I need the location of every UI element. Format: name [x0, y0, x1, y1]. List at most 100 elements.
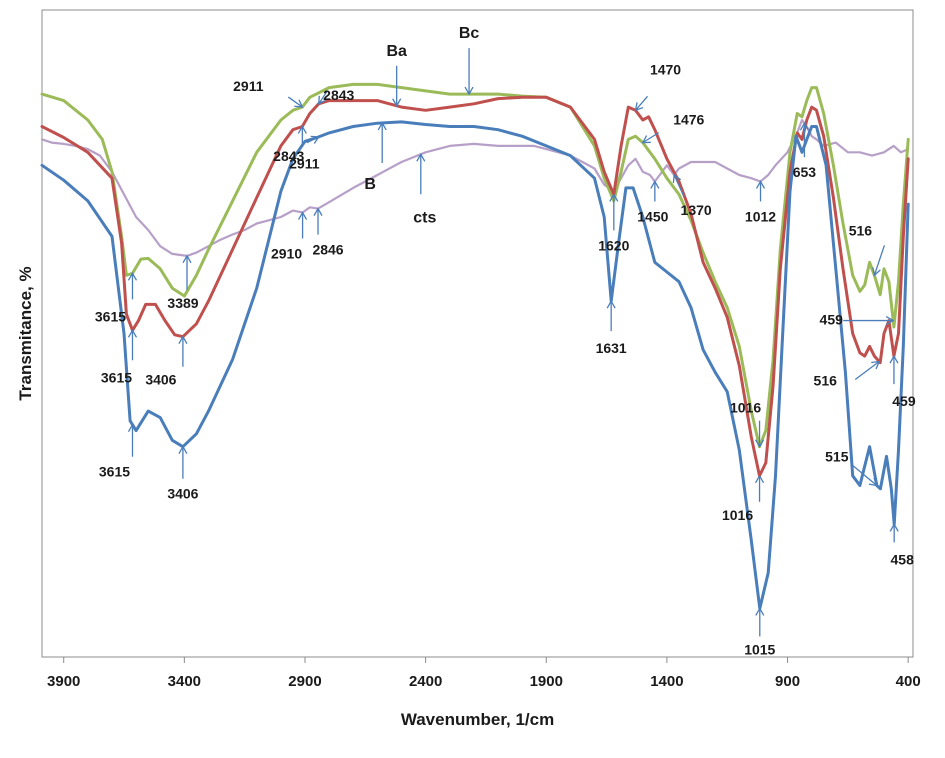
peak-label: 1470 — [650, 61, 681, 77]
annotation-arrow-head — [885, 315, 895, 326]
peak-label: 3406 — [145, 372, 176, 388]
peak-label: 2911 — [233, 78, 264, 94]
peak-annotation: 516 — [849, 222, 886, 277]
peak-annotation: 3615 — [101, 328, 138, 385]
annotation-arrow-line — [642, 132, 660, 144]
annotation-arrow-head — [641, 135, 651, 144]
peak-annotation: 3615 — [99, 423, 138, 480]
annotation-arrow-head — [755, 180, 766, 189]
annotation-arrow-head — [127, 328, 138, 338]
peak-annotation: 1620 — [598, 193, 630, 253]
x-tick-label: 2400 — [409, 673, 442, 690]
peak-annotation: 1015 — [744, 607, 776, 657]
peak-label: 516 — [814, 373, 838, 389]
series-label-B: B — [364, 121, 387, 193]
peak-label: 2910 — [271, 246, 302, 262]
peak-label: 1450 — [637, 208, 668, 224]
annotation-arrow-head — [672, 173, 682, 184]
annotation-arrow-line — [287, 96, 303, 108]
annotation-arrow-line — [306, 136, 320, 144]
annotation-arrow-head — [377, 121, 387, 131]
peak-label: 458 — [891, 551, 915, 567]
peak-label: 459 — [820, 312, 844, 328]
annotation-arrow-line — [635, 95, 649, 111]
peak-label: 1015 — [744, 641, 775, 657]
annotation-arrow-head — [634, 102, 644, 112]
peak-annotation: 2911 — [233, 78, 304, 108]
peak-annotation: 2911 — [289, 125, 320, 171]
annotation-arrow-head — [889, 354, 899, 364]
annotation-arrow-line — [318, 91, 328, 105]
peak-annotation: 1631 — [596, 299, 627, 356]
peak-label: 1631 — [596, 340, 627, 356]
x-tick-label: 2900 — [288, 673, 321, 690]
annotation-arrow-head — [298, 211, 308, 220]
annotation-arrow-head — [294, 99, 304, 108]
peak-label: 459 — [892, 393, 916, 409]
peak-annotation: 2846 — [312, 207, 344, 258]
peak-annotation: 3406 — [167, 445, 199, 502]
peak-annotation: 1476 — [641, 112, 705, 144]
peak-annotation: 3615 — [95, 272, 138, 324]
series-line-cts — [40, 118, 910, 257]
annotation-arrow-line — [852, 465, 878, 487]
series-name-text: Ba — [386, 43, 407, 60]
peak-annotation: 2910 — [271, 211, 308, 262]
peak-annotation: 2843 — [273, 135, 320, 164]
series-label-Bc: Bc — [459, 25, 479, 96]
series-line-Bc — [40, 82, 910, 449]
peak-label: 3615 — [101, 369, 132, 385]
annotation-arrow-head — [392, 98, 402, 108]
peak-annotation: 516 — [814, 360, 881, 389]
peak-annotation: 3406 — [145, 335, 188, 388]
annotation-arrow-head — [313, 207, 323, 216]
peak-annotation: 459 — [889, 354, 916, 409]
annotation-arrow-head — [127, 272, 138, 281]
peak-label: 3615 — [99, 464, 130, 480]
peak-annotation: 2843 — [318, 87, 355, 105]
peak-annotation: 515 — [825, 449, 878, 487]
peak-label: 1012 — [745, 208, 776, 224]
annotation-arrow-head — [872, 267, 881, 277]
annotation-arrow-head — [297, 125, 307, 134]
annotation-arrow-head — [310, 135, 320, 144]
peak-annotation: 3389 — [167, 254, 199, 311]
x-tick-label: 1400 — [650, 673, 683, 690]
peak-label: 1370 — [681, 202, 712, 218]
annotation-arrow-head — [868, 477, 878, 487]
series-name-text: B — [364, 176, 376, 193]
annotation-arrow-head — [178, 445, 188, 455]
peak-label: 2911 — [289, 155, 320, 171]
x-tick-label: 3900 — [47, 673, 80, 690]
annotation-arrow-line — [873, 245, 886, 276]
peak-label: 2843 — [323, 87, 354, 103]
peak-label: 1620 — [598, 237, 629, 253]
x-axis-ticks: 3900 3400 2900 2400 1900 1400 900 400 — [47, 657, 921, 690]
peak-label: 1476 — [673, 112, 704, 128]
peak-annotation: 1470 — [634, 61, 681, 112]
x-tick-label: 900 — [775, 673, 800, 690]
peak-label: 653 — [793, 164, 817, 180]
series-label-cts: cts — [413, 152, 436, 226]
series-name-text: cts — [413, 209, 436, 226]
peak-label: 515 — [825, 449, 849, 465]
peak-label: 1016 — [730, 400, 761, 416]
series-line-Ba — [40, 95, 910, 478]
annotation-arrow-head — [754, 474, 765, 484]
peak-label: 516 — [849, 222, 873, 238]
x-tick-label: 1900 — [530, 673, 563, 690]
series-line-B — [40, 120, 910, 610]
annotation-arrow-head — [799, 121, 809, 131]
annotation-arrow-head — [464, 86, 474, 96]
y-axis-title: Transmitance, % — [16, 266, 35, 400]
annotation-arrow-head — [609, 193, 619, 202]
annotation-arrow-head — [754, 439, 765, 449]
x-tick-label: 3400 — [168, 673, 201, 690]
annotation-arrow-head — [416, 152, 426, 162]
annotation-arrow-head — [871, 360, 881, 370]
annotation-arrow-head — [650, 180, 660, 189]
peak-annotation: 458 — [889, 523, 915, 567]
